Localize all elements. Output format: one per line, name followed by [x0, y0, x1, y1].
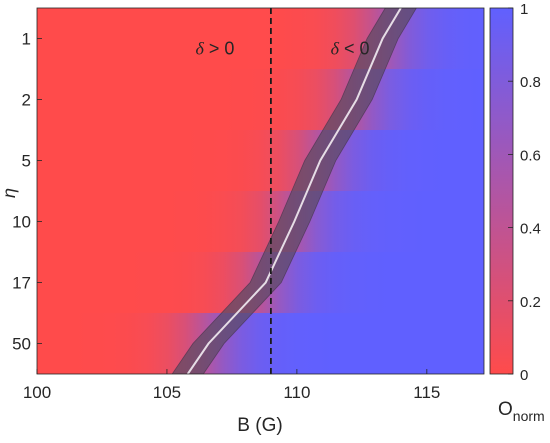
- heatmap-row-5: [37, 130, 484, 192]
- colorbar-label-sub: norm: [513, 408, 545, 424]
- heatmap-row-50: [37, 313, 484, 374]
- crossover-band: [171, 8, 417, 374]
- heatmap-row-2: [37, 69, 484, 131]
- annotations: δ > 0 δ < 0: [196, 38, 370, 58]
- colorbar-frame: [489, 7, 514, 375]
- y-axis-ticks: 1 2 5 10 17 50: [12, 30, 42, 354]
- y-axis-label: η: [0, 188, 19, 198]
- region-annotation: δ > 0: [196, 38, 235, 58]
- heatmap-row-10: [37, 191, 484, 253]
- colorbar-label-main: O: [498, 399, 513, 420]
- y-tick-label: 5: [22, 152, 31, 171]
- colorbar-ticks: 0 0.2 0.4 0.6 0.8 1: [508, 1, 541, 384]
- colorbar-label: Onorm: [498, 399, 545, 424]
- region-annotation: δ < 0: [331, 38, 370, 58]
- colorbar-tick-label: 0.8: [520, 74, 541, 91]
- colorbar-tick-label: 0.4: [520, 221, 541, 238]
- colorbar-tick-label: 0: [520, 367, 528, 384]
- y-tick-label: 50: [12, 335, 31, 354]
- colorbar-tick-label: 1: [520, 1, 528, 18]
- x-tick-label: 105: [153, 383, 181, 402]
- y-tick-label: 17: [12, 274, 31, 293]
- crossover-center-line: [186, 8, 402, 374]
- y-tick-label: 10: [12, 213, 31, 232]
- y-tick-label: 1: [22, 30, 31, 49]
- heatmap-row-1: [37, 8, 484, 70]
- colorbar-tick-label: 0.6: [520, 147, 541, 164]
- x-tick-label: 100: [23, 383, 51, 402]
- x-axis-ticks: 100 105 110 115: [23, 369, 440, 402]
- heatmap-cells: [37, 8, 484, 374]
- plot-frame: [36, 7, 485, 375]
- y-tick-label: 2: [22, 91, 31, 110]
- crossover-band-layer: [171, 8, 417, 374]
- x-tick-label: 110: [283, 383, 310, 402]
- colorbar: [490, 8, 513, 374]
- colorbar-tick-label: 0.2: [520, 294, 541, 311]
- x-tick-label: 115: [413, 383, 440, 402]
- x-axis-label: B (G): [237, 415, 282, 436]
